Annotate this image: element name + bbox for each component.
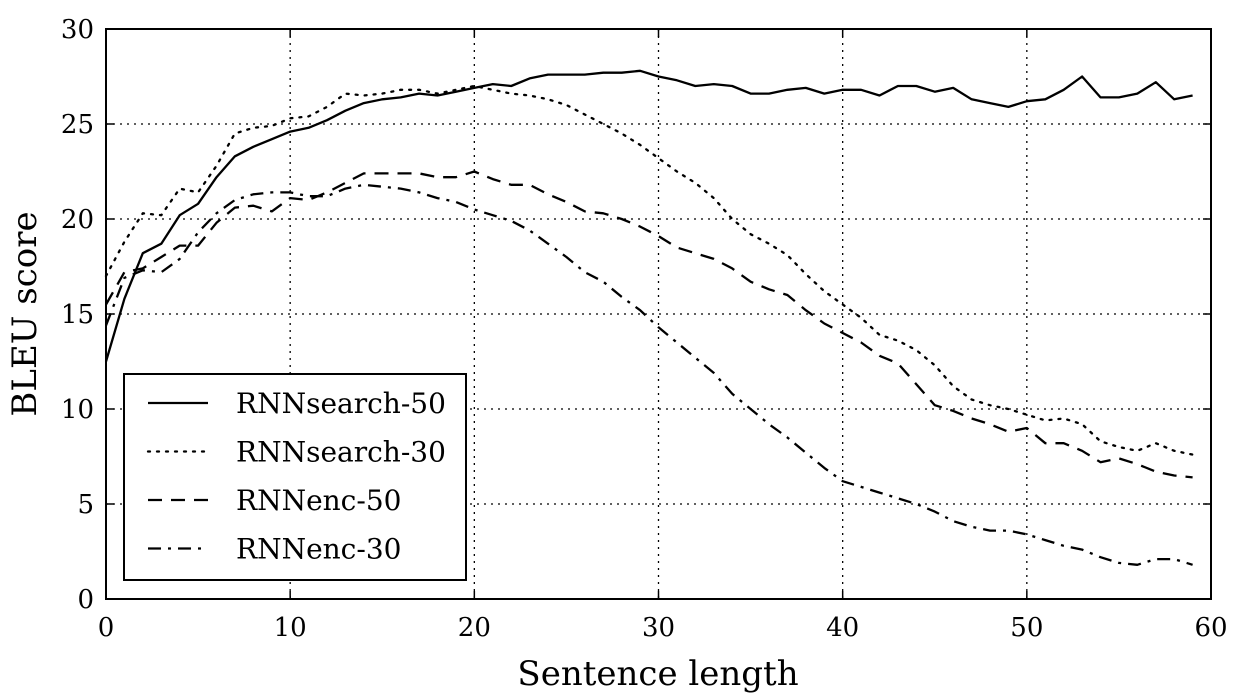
series-line-rnnsearch-50 (104, 69, 1193, 362)
legend-label-rnnenc-50: RNNenc-50 (236, 484, 401, 517)
legend: RNNsearch-50 RNNsearch-30 RNNenc-50 RNNenc-… (123, 373, 467, 581)
y-axis-title: BLEU score (5, 211, 45, 416)
x-tick-label: 0 (98, 613, 115, 643)
y-tick-label: 25 (61, 110, 94, 140)
y-tick-label: 5 (77, 490, 94, 520)
legend-label-rnnsearch-50: RNNsearch-50 (236, 387, 446, 420)
series-lines (104, 69, 1194, 566)
y-tick-label: 30 (61, 15, 94, 45)
y-tick-label: 15 (61, 300, 94, 330)
x-axis-title: Sentence length (517, 654, 798, 694)
legend-label-rnnenc-30: RNNenc-30 (236, 533, 401, 566)
series-line-rnnenc-30 (104, 183, 1193, 566)
y-tick-label: 10 (61, 395, 94, 425)
x-tick-label: 40 (826, 613, 859, 643)
x-tick-label: 10 (274, 613, 307, 643)
legend-label-rnnsearch-30: RNNsearch-30 (236, 436, 446, 469)
legend-box (123, 373, 467, 581)
x-tick-label: 20 (458, 613, 491, 643)
y-tick-label: 20 (61, 205, 94, 235)
x-tick-label: 60 (1194, 613, 1227, 643)
axes: 0 10 20 30 40 50 60 0 5 10 15 20 25 30 (61, 15, 1228, 643)
series-line-rnnenc-50 (105, 170, 1193, 479)
x-tick-label: 30 (642, 613, 675, 643)
y-tick-label: 0 (77, 585, 94, 615)
x-tick-label: 50 (1010, 613, 1043, 643)
